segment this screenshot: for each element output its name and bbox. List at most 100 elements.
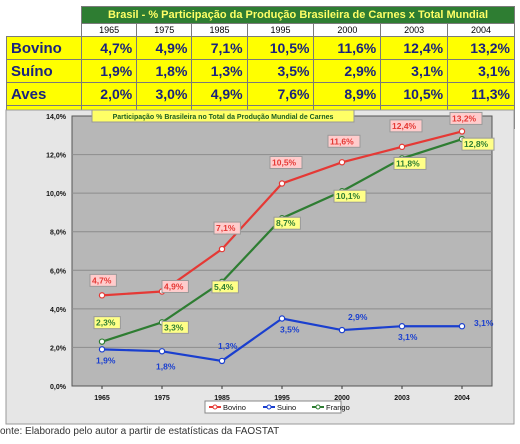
table-corner-2 [6, 23, 82, 37]
table-year-header: 2003 [380, 23, 449, 37]
table-title: Brasil - % Participação da Produção Bras… [81, 6, 515, 24]
table-cell: 12,4% [380, 36, 449, 60]
data-label: 2,9% [348, 312, 368, 322]
y-tick-label: 14,0% [46, 114, 67, 121]
table-cell: 1,8% [136, 59, 193, 83]
data-label: 3,1% [474, 318, 494, 328]
x-tick-label: 1985 [214, 395, 230, 402]
data-label-box [211, 280, 239, 294]
data-label: 11,8% [396, 158, 420, 168]
table-year-header: 2004 [447, 23, 515, 37]
data-point [278, 315, 286, 322]
y-tick-label: 6,0% [50, 268, 67, 275]
table-year-header: 1965 [80, 23, 138, 37]
table-cell: 1,9% [80, 59, 138, 83]
data-label-box [449, 111, 483, 125]
table-year-header: 1985 [191, 23, 248, 37]
legend-label: Bovino [223, 403, 246, 412]
data-point [158, 348, 166, 355]
table-year-header: 1995 [246, 23, 315, 37]
table-row: Aves 2,0% 3,0% 4,9% 7,6% 8,9% 10,5% 11,3% [6, 82, 515, 106]
legend-label: Suino [277, 403, 296, 412]
data-label: 5,4% [214, 282, 234, 292]
data-label-box [161, 320, 189, 334]
table-cell: 3,5% [246, 59, 315, 83]
table-cell: 4,7% [80, 36, 138, 60]
data-label: 4,9% [164, 282, 184, 292]
legend-marker [212, 404, 218, 410]
data-label-box [333, 189, 367, 203]
legend-marker [266, 404, 272, 410]
table-cell: 11,6% [313, 36, 382, 60]
legend-marker [315, 404, 321, 410]
data-label: 7,1% [216, 223, 236, 233]
data-point [458, 128, 466, 135]
y-tick-label: 8,0% [50, 230, 67, 237]
data-point [98, 292, 106, 299]
data-point [338, 326, 346, 334]
table-cell: 2,9% [313, 59, 382, 83]
data-label: 4,7% [92, 275, 112, 285]
table-row: Suíno 1,9% 1,8% 1,3% 3,5% 2,9% 3,1% 3,1% [6, 59, 515, 83]
table-row: Bovino 4,7% 4,9% 7,1% 10,5% 11,6% 12,4% 13,2% [6, 36, 515, 60]
y-tick-label: 0,0% [50, 384, 67, 391]
data-label: 10,5% [272, 158, 297, 168]
data-point [398, 323, 406, 330]
source-note: onte: Elaborado pelo autor a partir de e… [0, 426, 280, 437]
table-cell: 3,1% [447, 59, 515, 83]
table-corner [6, 6, 82, 24]
x-tick-label: 2000 [334, 395, 350, 402]
data-label: 3,3% [164, 322, 184, 332]
data-label-box [393, 156, 427, 170]
table-cell: 10,5% [246, 36, 315, 60]
data-label-box [269, 156, 303, 169]
table-cell: 8,9% [313, 82, 382, 106]
legend-label: Frango [326, 403, 350, 412]
data-point [278, 180, 286, 187]
x-tick-label: 2003 [394, 395, 410, 402]
data-label: 1,9% [96, 355, 116, 365]
table-cell: 3,0% [136, 82, 193, 106]
data-point [98, 346, 106, 353]
x-tick-label: 1965 [94, 395, 110, 402]
data-label: 3,1% [398, 332, 418, 342]
data-label-box [389, 119, 423, 133]
data-label-box [461, 137, 495, 151]
data-label-box [89, 273, 117, 287]
y-tick-label: 10,0% [46, 191, 67, 198]
table-cell: 2,0% [80, 82, 138, 106]
data-label: 12,8% [464, 139, 489, 149]
table-cell: 7,6% [246, 82, 315, 106]
y-tick-label: 4,0% [50, 307, 67, 314]
data-point [338, 159, 346, 166]
data-label-box [327, 134, 361, 148]
data-point [398, 143, 406, 151]
table-cell: 4,9% [191, 82, 248, 106]
data-label-box [273, 216, 301, 230]
data-point [218, 357, 226, 365]
data-label: 12,4% [392, 121, 417, 131]
data-label: 1,3% [218, 341, 238, 351]
x-tick-label: 2004 [454, 395, 470, 402]
table-cell: 10,5% [380, 82, 449, 106]
data-label-box [213, 221, 241, 235]
x-tick-label: 1975 [154, 395, 170, 402]
table-cell: 4,9% [136, 36, 193, 60]
table-year-header: 1975 [136, 23, 193, 37]
data-label-box [161, 280, 189, 293]
table-cell: 11,3% [447, 82, 515, 106]
chart-title-box [91, 109, 355, 123]
data-label: 8,7% [276, 218, 296, 228]
data-point [218, 245, 226, 253]
data-label: 3,5% [280, 325, 300, 335]
data-point [458, 323, 466, 330]
table-cell: 3,1% [380, 59, 449, 83]
data-label: 2,3% [96, 318, 116, 328]
data-label: 1,8% [156, 361, 176, 371]
line-chart: 0,0% 2,0% 4,0% 6,0% 8,0% 10,0% 12,0% 14,0% 1965 1… [5, 109, 515, 425]
chart-title: Participação % Brasileira no Total da Pr… [113, 114, 334, 121]
table-row-name: Aves [6, 82, 82, 106]
table-cell: 13,2% [447, 36, 515, 60]
table-cell: 7,1% [191, 36, 248, 60]
table-row-name: Bovino [6, 36, 82, 60]
